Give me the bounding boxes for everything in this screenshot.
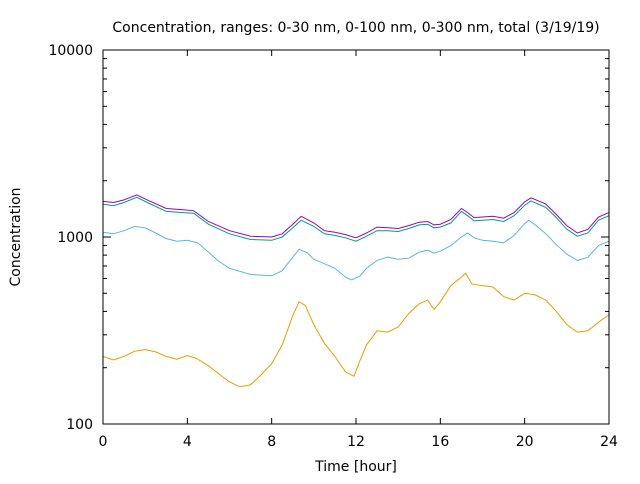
x-tick-label: 20 [516, 434, 534, 450]
y-tick-label: 100 [66, 417, 93, 433]
series-line-2 [102, 196, 610, 242]
chart-title: Concentration, ranges: 0-30 nm, 0-100 nm… [112, 20, 599, 36]
x-tick-label: 12 [347, 434, 365, 450]
x-tick-label: 0 [99, 434, 108, 450]
x-tick-label: 4 [183, 434, 192, 450]
x-tick-label: 16 [431, 434, 449, 450]
plot-frame [102, 49, 610, 425]
x-axis-label: Time [hour] [314, 459, 397, 475]
x-tick-label: 8 [267, 434, 276, 450]
y-axis-label: Concentration [8, 187, 24, 286]
x-tick-label: 24 [600, 434, 618, 450]
axis-layer: 0 4 8 12 16 20 24 100 1000 10000 [48, 43, 618, 450]
series-line-3 [102, 219, 610, 281]
y-tick-label: 1000 [57, 230, 93, 246]
series-line-1 [102, 194, 610, 239]
series-layer [102, 194, 610, 388]
series-line-4 [102, 272, 610, 388]
y-tick-label: 10000 [48, 43, 93, 59]
